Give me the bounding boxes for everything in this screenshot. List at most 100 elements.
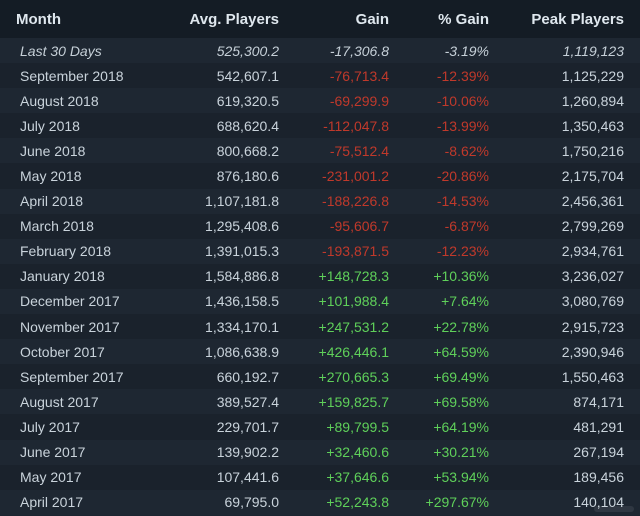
table-row-summary: Last 30 Days 525,300.2 -17,306.8 -3.19% 1,11…: [0, 38, 640, 64]
cell-peak-players: 2,799,269: [561, 218, 624, 235]
table-row: September 2017 660,192.7 +270,665.3 +69.49%…: [0, 364, 640, 390]
cell-gain: -17,306.8: [329, 42, 389, 59]
column-header-pct-gain[interactable]: % Gain: [438, 10, 489, 28]
header-row: Month Avg. Players Gain % Gain Peak Play…: [0, 0, 640, 38]
table-row: July 2018 688,620.4 -112,047.8 -13.99% 1,350…: [0, 113, 640, 139]
table-body: Last 30 Days 525,300.2 -17,306.8 -3.19% 1,11…: [0, 38, 640, 515]
cell-pct-gain: -13.99%: [436, 117, 489, 134]
table-row: August 2018 619,320.5 -69,299.9 -10.06% 1,26…: [0, 88, 640, 114]
cell-avg-players: 619,320.5: [216, 92, 279, 109]
cell-month: September 2017: [20, 368, 124, 385]
cell-month: February 2018: [20, 243, 112, 260]
cell-month: January 2018: [20, 268, 105, 285]
watermark: [594, 506, 634, 512]
cell-month: June 2017: [20, 444, 86, 461]
table-row: October 2017 1,086,638.9 +426,446.1 +64.59%…: [0, 339, 640, 365]
table-row: September 2018 542,607.1 -76,713.4 -12.39% 1…: [0, 63, 640, 89]
cell-month: August 2017: [20, 393, 99, 410]
cell-gain: -231,001.2: [322, 168, 389, 185]
cell-avg-players: 107,441.6: [216, 469, 279, 486]
cell-pct-gain: +30.21%: [433, 444, 489, 461]
cell-avg-players: 139,902.2: [216, 444, 279, 461]
cell-gain: +37,646.6: [326, 469, 389, 486]
cell-gain: -188,226.8: [322, 193, 389, 210]
cell-gain: +247,531.2: [318, 318, 389, 335]
cell-pct-gain: -14.53%: [436, 193, 489, 210]
table-header: Month Avg. Players Gain % Gain Peak Play…: [0, 0, 640, 38]
cell-pct-gain: -3.19%: [444, 42, 489, 59]
table-row: December 2017 1,436,158.5 +101,988.4 +7.64%…: [0, 288, 640, 315]
cell-peak-players: 2,915,723: [561, 318, 624, 335]
cell-peak-players: 267,194: [573, 444, 624, 461]
cell-avg-players: 1,584,886.8: [205, 268, 279, 285]
cell-month: October 2017: [20, 343, 105, 360]
table-row: August 2017 389,527.4 +159,825.7 +69.58% 874…: [0, 389, 640, 415]
cell-gain: -193,871.5: [322, 243, 389, 260]
cell-avg-players: 229,701.7: [216, 418, 279, 435]
column-header-avg-players[interactable]: Avg. Players: [189, 10, 280, 28]
cell-peak-players: 140,104: [573, 494, 624, 511]
table-row: May 2017 107,441.6 +37,646.6 +53.94% 189,456: [0, 464, 640, 490]
cell-peak-players: 1,350,463: [561, 117, 624, 134]
column-header-peak-players[interactable]: Peak Players: [531, 10, 624, 28]
table-row: February 2018 1,391,015.3 -193,871.5 -12.23…: [0, 238, 640, 264]
cell-pct-gain: +64.19%: [433, 418, 489, 435]
cell-avg-players: 525,300.2: [216, 42, 279, 59]
cell-peak-players: 1,260,894: [561, 92, 624, 109]
cell-pct-gain: +69.49%: [433, 368, 489, 385]
cell-month: May 2017: [20, 469, 82, 486]
cell-avg-players: 876,180.6: [216, 168, 279, 185]
table-row: July 2017 229,701.7 +89,799.5 +64.19% 481,29…: [0, 414, 640, 440]
cell-avg-players: 1,334,170.1: [205, 318, 279, 335]
cell-peak-players: 2,456,361: [561, 193, 624, 210]
table-row: March 2018 1,295,408.6 -95,606.7 -6.87% 2,79…: [0, 213, 640, 239]
cell-avg-players: 1,107,181.8: [205, 193, 279, 210]
cell-pct-gain: -6.87%: [444, 218, 489, 235]
cell-peak-players: 2,175,704: [561, 168, 624, 185]
cell-gain: +159,825.7: [318, 393, 389, 410]
column-header-gain[interactable]: Gain: [355, 10, 389, 28]
cell-peak-players: 1,119,123: [562, 42, 624, 59]
cell-avg-players: 688,620.4: [216, 117, 279, 134]
cell-month: June 2018: [20, 142, 86, 159]
cell-month: April 2017: [20, 494, 84, 511]
cell-pct-gain: -12.39%: [436, 67, 489, 84]
cell-gain: +426,446.1: [318, 343, 389, 360]
table-row: June 2017 139,902.2 +32,460.6 +30.21% 267,19…: [0, 439, 640, 465]
cell-pct-gain: -10.06%: [436, 92, 489, 109]
table-row: November 2017 1,334,170.1 +247,531.2 +22.78…: [0, 314, 640, 340]
cell-avg-players: 660,192.7: [216, 368, 279, 385]
cell-gain: -75,512.4: [329, 142, 389, 159]
cell-pct-gain: +53.94%: [433, 469, 489, 486]
cell-avg-players: 542,607.1: [216, 67, 279, 84]
cell-peak-players: 1,750,216: [561, 142, 624, 159]
cell-gain: +89,799.5: [326, 418, 389, 435]
cell-peak-players: 3,080,769: [561, 293, 624, 310]
cell-peak-players: 481,291: [573, 418, 624, 435]
cell-month: November 2017: [20, 318, 120, 335]
cell-pct-gain: +22.78%: [433, 318, 489, 335]
table-row: April 2018 1,107,181.8 -188,226.8 -14.53% 2,…: [0, 188, 640, 214]
cell-gain: +101,988.4: [318, 293, 389, 310]
cell-avg-players: 1,295,408.6: [205, 218, 279, 235]
table-row: June 2018 800,668.2 -75,512.4 -8.62% 1,750,2…: [0, 138, 640, 164]
table-row: April 2017 69,795.0 +52,243.8 +297.67% 140,1…: [0, 489, 640, 515]
cell-month: July 2018: [20, 117, 80, 134]
cell-peak-players: 2,390,946: [561, 343, 624, 360]
cell-pct-gain: +64.59%: [433, 343, 489, 360]
table-row: May 2018 876,180.6 -231,001.2 -20.86% 2,175,…: [0, 163, 640, 189]
cell-gain: -76,713.4: [329, 67, 389, 84]
cell-avg-players: 1,391,015.3: [205, 243, 279, 260]
cell-peak-players: 874,171: [573, 393, 624, 410]
cell-peak-players: 3,236,027: [561, 268, 624, 285]
cell-gain: -95,606.7: [329, 218, 389, 235]
cell-month: September 2018: [20, 67, 124, 84]
cell-gain: +32,460.6: [326, 444, 389, 461]
cell-pct-gain: -8.62%: [444, 142, 489, 159]
cell-avg-players: 1,436,158.5: [205, 293, 279, 310]
cell-gain: -69,299.9: [329, 92, 389, 109]
column-header-month[interactable]: Month: [16, 10, 61, 28]
cell-avg-players: 1,086,638.9: [205, 343, 279, 360]
cell-gain: +52,243.8: [326, 494, 389, 511]
